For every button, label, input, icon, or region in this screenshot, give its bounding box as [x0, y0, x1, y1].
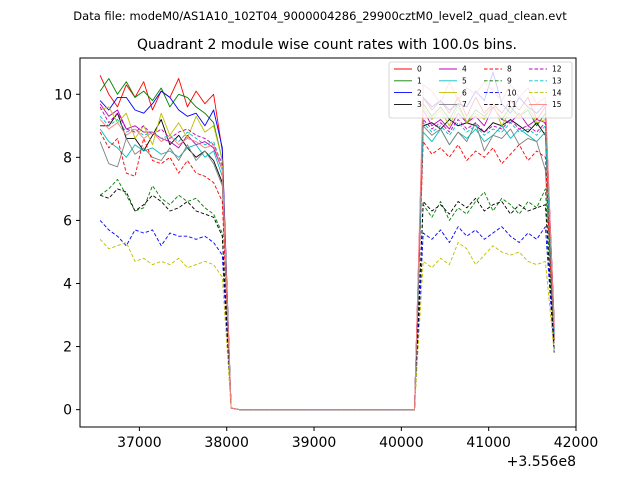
legend-label-5: 5: [462, 77, 467, 86]
x-tick-label: 40000: [379, 435, 424, 451]
series-line-10: [99, 220, 555, 411]
legend-label-9: 9: [507, 77, 512, 86]
x-tick-label: 42000: [554, 435, 599, 451]
x-axis-offset-label: +3.556e8: [507, 454, 576, 470]
legend-label-4: 4: [462, 65, 467, 74]
series-line-9: [99, 178, 555, 411]
legend-label-2: 2: [417, 88, 422, 97]
x-tick-label: 41000: [466, 435, 511, 451]
series-line-7: [99, 122, 555, 411]
legend-label-8: 8: [507, 65, 512, 74]
x-tick-label: 38000: [204, 435, 249, 451]
legend-label-3: 3: [417, 100, 422, 109]
series-line-5: [99, 125, 555, 411]
chart-title: Quadrant 2 module wise count rates with …: [137, 37, 517, 53]
series-line-1: [99, 78, 555, 411]
series-line-8: [99, 131, 555, 411]
legend-box: [388, 61, 573, 119]
legend-label-12: 12: [552, 65, 562, 74]
legend-label-15: 15: [552, 100, 562, 109]
y-axis: 0 2 4 6 8 10: [54, 87, 80, 419]
x-tick-label: 39000: [292, 435, 337, 451]
legend-label-6: 6: [462, 88, 467, 97]
series-line-11: [99, 188, 555, 411]
series-line-12: [99, 106, 555, 411]
legend-label-11: 11: [507, 100, 517, 109]
y-tick-label: 10: [54, 87, 72, 103]
y-tick-label: 4: [63, 277, 72, 293]
legend-label-7: 7: [462, 100, 467, 109]
legend-label-14: 14: [552, 88, 562, 97]
y-tick-label: 0: [63, 403, 72, 419]
chart-suptitle: Data file: modeM0/AS1A10_102T04_90000042…: [73, 9, 567, 23]
series-line-0: [99, 75, 555, 411]
y-tick-label: 8: [63, 150, 72, 166]
x-axis: 37000 38000 39000 40000 41000 42000: [117, 427, 598, 451]
series-line-14: [99, 238, 555, 411]
series-layer: [99, 71, 555, 411]
y-tick-label: 2: [63, 340, 72, 356]
series-line-13: [99, 115, 555, 411]
x-tick-label: 37000: [117, 435, 162, 451]
legend-label-1: 1: [417, 77, 422, 86]
legend-label-13: 13: [552, 77, 562, 86]
plot-area-frame: [79, 57, 577, 428]
series-line-3: [100, 112, 555, 411]
legend-label-0: 0: [417, 65, 422, 74]
legend-label-10: 10: [507, 88, 517, 97]
y-tick-label: 6: [63, 213, 72, 229]
